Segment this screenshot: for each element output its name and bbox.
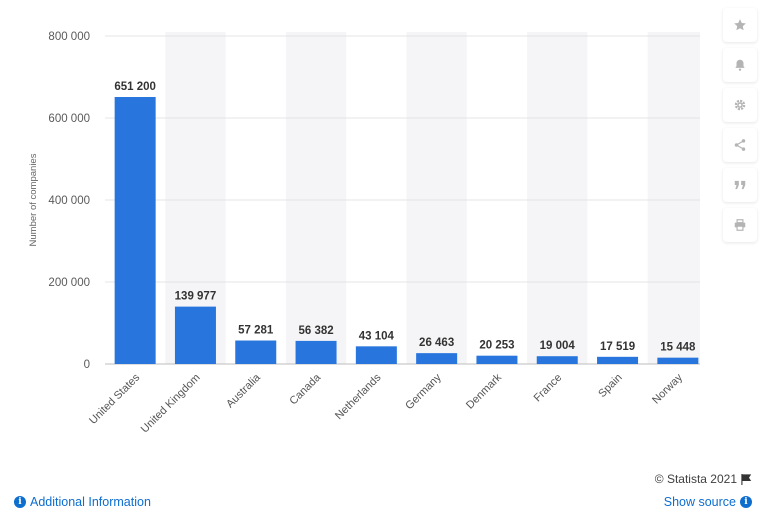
flag-icon xyxy=(741,473,752,485)
y-tick-label: 200 000 xyxy=(48,277,90,289)
x-tick-label: Canada xyxy=(287,371,323,407)
x-tick-label: Australia xyxy=(224,371,263,410)
print-icon xyxy=(734,219,746,231)
x-tick-label: Norway xyxy=(650,371,685,406)
bar xyxy=(597,356,639,364)
data-label: 139 977 xyxy=(175,291,217,303)
x-tick-label: Denmark xyxy=(464,371,504,411)
background-band xyxy=(285,32,347,364)
y-tick-label: 800 000 xyxy=(48,31,90,43)
x-tick-label: Spain xyxy=(596,372,624,400)
bar xyxy=(355,346,397,364)
bar xyxy=(174,306,216,364)
y-tick-label: 600 000 xyxy=(48,113,90,125)
quote-icon xyxy=(734,180,746,190)
bar xyxy=(476,355,518,364)
notification-button[interactable] xyxy=(723,48,757,82)
data-label: 20 253 xyxy=(479,340,514,352)
bell-icon xyxy=(735,59,745,71)
copyright-text: © Statista 2021 xyxy=(654,472,737,486)
cite-button[interactable] xyxy=(723,168,757,202)
share-icon xyxy=(734,139,746,151)
data-label: 26 463 xyxy=(419,337,454,349)
data-label: 57 281 xyxy=(238,325,274,337)
bar xyxy=(416,353,458,364)
x-tick-label: France xyxy=(532,372,565,405)
bar xyxy=(536,356,578,364)
share-button[interactable] xyxy=(723,128,757,162)
data-label: 43 104 xyxy=(359,330,395,342)
x-tick-label: United States xyxy=(87,371,143,427)
bar xyxy=(235,340,277,364)
bar xyxy=(114,97,156,365)
show-source-label: Show source xyxy=(663,495,736,509)
background-band xyxy=(527,32,588,364)
x-tick-label: United Kingdom xyxy=(139,372,203,436)
x-tick-label: Germany xyxy=(403,371,444,412)
info-icon: i xyxy=(14,496,26,508)
favorite-button[interactable] xyxy=(723,8,757,42)
y-axis-title: Number of companies xyxy=(28,153,39,246)
bar xyxy=(295,340,337,364)
data-label: 17 519 xyxy=(600,341,635,353)
data-label: 56 382 xyxy=(298,325,333,337)
background-band xyxy=(647,32,700,364)
settings-button[interactable] xyxy=(723,88,757,122)
additional-information-label: Additional Information xyxy=(30,495,151,509)
background-band xyxy=(406,32,467,364)
sidebar-toolbar xyxy=(723,8,759,242)
additional-information-link[interactable]: i Additional Information xyxy=(14,495,151,509)
bar xyxy=(657,357,699,364)
data-label: 19 004 xyxy=(540,340,576,352)
gear-icon xyxy=(734,99,746,111)
show-source-link[interactable]: Show source i xyxy=(664,495,752,509)
x-tick-label: Netherlands xyxy=(333,371,384,422)
y-tick-label: 400 000 xyxy=(48,195,90,207)
bar-chart: 0 200 000 400 000 600 000 800 000 Number of c… xyxy=(28,31,700,436)
data-label: 15 448 xyxy=(660,342,696,354)
y-tick-label: 0 xyxy=(84,359,90,371)
data-label: 651 200 xyxy=(114,81,156,93)
star-icon xyxy=(734,19,746,31)
copyright-notice: © Statista 2021 xyxy=(655,472,752,486)
print-button[interactable] xyxy=(723,208,757,242)
info-icon: i xyxy=(740,496,752,508)
